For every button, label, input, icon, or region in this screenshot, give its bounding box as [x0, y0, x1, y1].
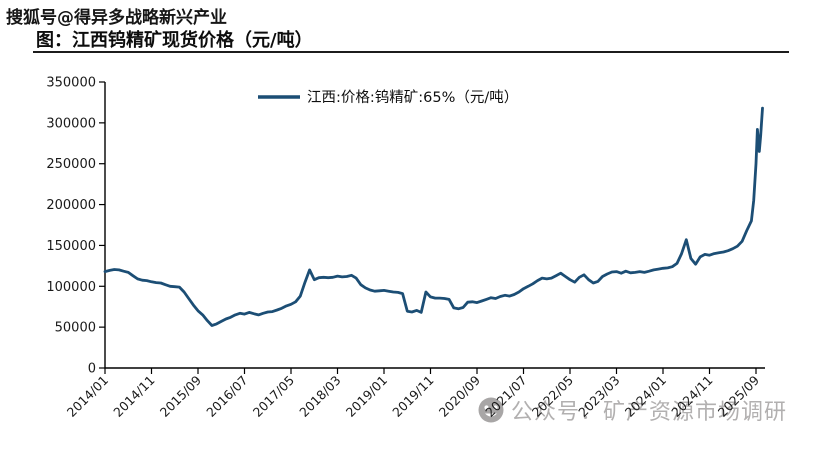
x-tick-label: 2023/03	[575, 373, 622, 420]
legend: 江西:价格:钨精矿:65%（元/吨）	[258, 89, 518, 106]
x-tick-label: 2017/05	[250, 373, 297, 420]
x-tick-label: 2020/09	[436, 372, 483, 419]
x-tick-label: 2025/09	[715, 372, 762, 419]
x-tick-label: 2024/11	[668, 373, 715, 420]
y-tick-label: 0	[88, 362, 96, 377]
x-tick-label: 2015/09	[157, 372, 204, 419]
x-tick-label: 2019/11	[389, 373, 436, 420]
y-tick-label: 50000	[55, 321, 96, 336]
axis-spines	[104, 82, 765, 369]
y-axis: 0 50000 100000 150000 200000 250000 300000 3500…	[46, 76, 105, 377]
y-tick-label: 150000	[46, 239, 96, 254]
y-tick-label: 100000	[46, 280, 96, 295]
x-tick-label: 2024/01	[622, 373, 669, 420]
chart-title: 图：江西钨精矿现货价格（元/吨）	[36, 30, 313, 51]
y-tick-label: 250000	[46, 157, 96, 172]
y-tick-label: 300000	[46, 116, 96, 131]
legend-label: 江西:价格:钨精矿:65%（元/吨）	[307, 89, 518, 106]
bottom-watermark: 公众号：矿产资源市场调研	[477, 394, 787, 426]
x-tick-label: 2016/07	[203, 373, 250, 420]
sohu-watermark: 搜狐号@得异多战略新兴产业	[6, 8, 227, 28]
x-tick-label: 2022/05	[529, 373, 576, 420]
price-line-series	[103, 106, 764, 327]
bottom-watermark-label: 公众号：矿产资源市场调研	[511, 400, 788, 425]
x-tick-label: 2019/01	[343, 373, 390, 420]
x-axis: 2014/01 2014/11 2015/09 2016/07 2017/05 2018/…	[64, 368, 762, 420]
x-tick-label: 2018/03	[296, 373, 343, 420]
axis-spine	[104, 82, 765, 369]
x-tick-label: 2014/11	[110, 373, 157, 420]
price-line	[103, 106, 764, 327]
x-tick-label: 2021/07	[482, 373, 529, 420]
title-underline	[33, 51, 789, 53]
y-tick-label: 350000	[46, 76, 96, 91]
y-tick-label: 200000	[46, 198, 96, 213]
face-emoji-icon	[478, 397, 504, 423]
x-tick-label: 2014/01	[64, 373, 111, 420]
